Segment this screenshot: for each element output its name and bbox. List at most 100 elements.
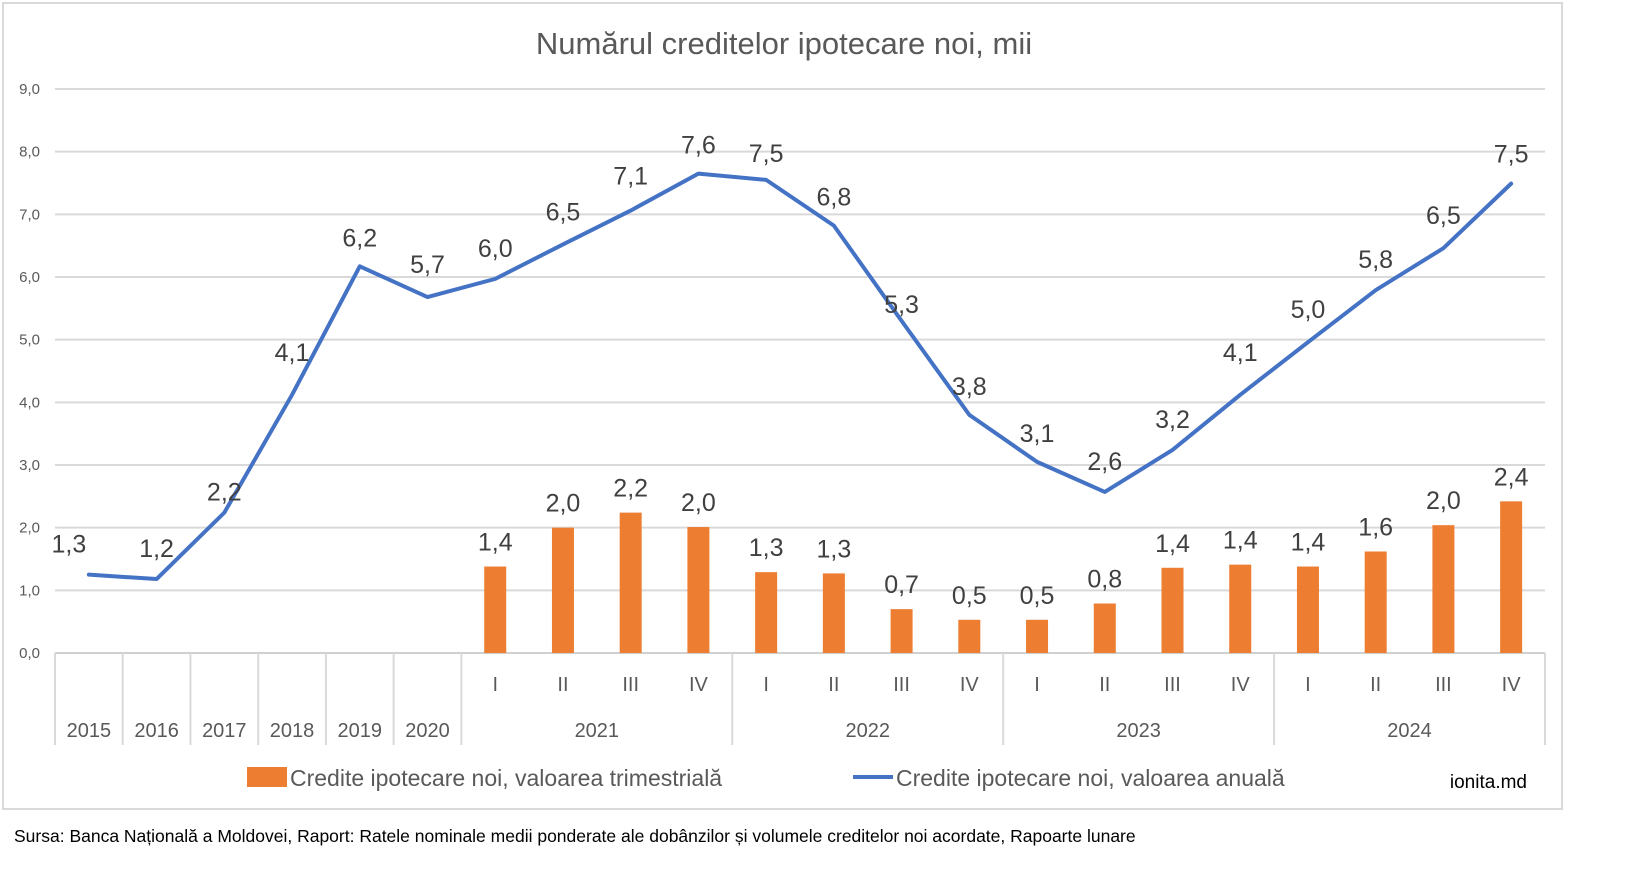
bar-data-label: 1,4 xyxy=(1291,529,1326,557)
line-data-label: 2,2 xyxy=(207,479,242,507)
gridlines xyxy=(55,88,1545,654)
x-group-label: 2021 xyxy=(575,720,620,742)
bar-data-label: 2,0 xyxy=(1426,487,1461,515)
line-series xyxy=(86,171,1514,582)
line-data-label: 4,1 xyxy=(1223,339,1258,367)
x-sub-label: IV xyxy=(689,674,709,696)
bar-data-label: 2,4 xyxy=(1494,463,1529,491)
x-sub-label: III xyxy=(622,674,639,696)
bar xyxy=(551,527,574,653)
line-data-label: 2,6 xyxy=(1087,448,1122,476)
bar-data-label: 0,5 xyxy=(1020,582,1055,610)
x-group-label: 2023 xyxy=(1116,720,1161,742)
y-tick-label: 6,0 xyxy=(19,269,40,286)
bar xyxy=(1093,603,1116,653)
bar xyxy=(1161,567,1184,653)
bar xyxy=(1296,566,1319,653)
x-sub-label: II xyxy=(1099,674,1110,696)
x-axis: 2015 2016 2017 2018 2019 2020 2021 2022 2023 2024… xyxy=(54,653,1546,745)
x-sub-label: II xyxy=(557,674,568,696)
source-note: Sursa: Banca Națională a Moldovei, Rapor… xyxy=(14,826,1136,846)
x-sub-label: I xyxy=(1034,674,1040,696)
bar-data-label: 0,7 xyxy=(884,571,919,599)
line-data-label: 7,5 xyxy=(1494,141,1529,169)
line-data-label: 5,0 xyxy=(1291,296,1326,324)
x-sub-label: III xyxy=(1164,674,1181,696)
y-tick-label: 9,0 xyxy=(19,81,40,98)
y-axis-ticks: 0,0 1,0 2,0 3,0 4,0 5,0 6,0 7,0 8,0 9,0 xyxy=(19,81,40,662)
line-data-label: 6,8 xyxy=(816,184,851,212)
legend-label-line: Credite ipotecare noi, valoarea anuală xyxy=(896,765,1285,791)
line-data-label: 5,3 xyxy=(884,291,919,319)
bar xyxy=(1500,501,1523,653)
y-tick-label: 5,0 xyxy=(19,332,40,349)
bar xyxy=(1026,619,1049,653)
bar xyxy=(958,619,981,653)
x-sub-label: III xyxy=(893,674,910,696)
bar-data-label: 2,2 xyxy=(613,475,648,503)
y-tick-label: 3,0 xyxy=(19,457,40,474)
bar-data-label: 0,8 xyxy=(1087,565,1122,593)
bar-data-label: 1,6 xyxy=(1358,513,1393,541)
x-group-label: 2018 xyxy=(270,720,315,742)
x-group-label: 2022 xyxy=(845,720,890,742)
line-data-label: 3,2 xyxy=(1155,406,1190,434)
y-tick-label: 1,0 xyxy=(19,582,40,599)
line-data-label: 1,2 xyxy=(139,535,174,563)
bar-data-label: 0,5 xyxy=(952,582,987,610)
bar-data-label: 1,4 xyxy=(1155,530,1190,558)
bar-data-label: 2,0 xyxy=(546,490,581,518)
y-tick-label: 2,0 xyxy=(19,520,40,537)
legend-label-bar: Credite ipotecare noi, valoarea trimestr… xyxy=(290,765,722,791)
watermark-ionita: ionita.md xyxy=(1450,772,1527,793)
bar xyxy=(687,527,710,653)
legend-swatch-bar xyxy=(247,767,287,787)
y-tick-label: 4,0 xyxy=(19,394,40,411)
x-sub-label: IV xyxy=(1231,674,1251,696)
x-sub-label: I xyxy=(492,674,498,696)
data-labels: 1,4 2,0 2,2 2,0 1,3 1,3 0,7 0,5 0,5 0,8 1,4 1,4 1,4 1… xyxy=(51,132,1528,610)
line-data-label: 5,8 xyxy=(1358,246,1393,274)
x-sub-label: IV xyxy=(1502,674,1522,696)
legend: Credite ipotecare noi, valoarea trimestr… xyxy=(247,765,1285,791)
bar xyxy=(619,512,642,653)
bar xyxy=(1432,525,1455,653)
bar-data-label: 1,3 xyxy=(749,534,784,562)
x-sub-label: I xyxy=(763,674,769,696)
line-data-label: 5,7 xyxy=(410,251,445,279)
line-path xyxy=(86,171,1514,582)
line-data-label: 6,5 xyxy=(1426,202,1461,230)
y-tick-label: 8,0 xyxy=(19,144,40,161)
bar xyxy=(755,572,778,653)
y-tick-label: 0,0 xyxy=(19,645,40,662)
line-data-label: 3,8 xyxy=(952,373,987,401)
x-group-label: 2024 xyxy=(1387,720,1432,742)
line-data-label: 6,5 xyxy=(546,198,581,226)
x-sub-label: II xyxy=(1370,674,1381,696)
x-group-label: 2019 xyxy=(338,720,383,742)
bar xyxy=(822,573,845,653)
line-data-label: 3,1 xyxy=(1020,420,1055,448)
line-data-label: 6,2 xyxy=(342,224,377,252)
x-group-label: 2015 xyxy=(67,720,112,742)
chart-frame xyxy=(2,2,1563,810)
line-data-label: 7,5 xyxy=(749,140,784,168)
bar-data-label: 2,0 xyxy=(681,489,716,517)
x-sub-label: II xyxy=(828,674,839,696)
bar xyxy=(484,566,507,653)
x-group-label: 2017 xyxy=(202,720,247,742)
line-data-label: 7,6 xyxy=(681,132,716,160)
x-sub-label: III xyxy=(1435,674,1452,696)
x-sub-label: IV xyxy=(960,674,980,696)
bar-series xyxy=(484,501,1523,653)
bar xyxy=(890,609,913,653)
bar xyxy=(1364,551,1387,653)
bar xyxy=(1229,564,1252,653)
x-group-label: 2016 xyxy=(134,720,179,742)
y-tick-label: 7,0 xyxy=(19,206,40,223)
bar-data-label: 1,4 xyxy=(478,529,513,557)
x-group-label: 2020 xyxy=(405,720,450,742)
bar-data-label: 1,4 xyxy=(1223,527,1258,555)
line-data-label: 1,3 xyxy=(51,531,86,559)
